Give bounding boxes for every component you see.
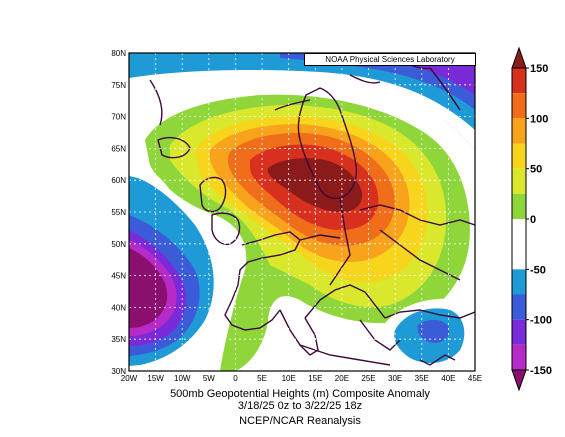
colorbar-segment xyxy=(512,269,526,295)
colorbar-segment xyxy=(512,68,526,94)
lon-label: 25E xyxy=(361,374,375,383)
colorbar-label: -100 xyxy=(530,315,552,327)
colorbar-segment xyxy=(512,219,526,245)
colorbar-segment xyxy=(512,193,526,219)
lat-label: 40N xyxy=(111,303,126,312)
lon-label: 20W xyxy=(121,374,138,383)
colorbar-segment xyxy=(512,118,526,144)
lon-label: 20E xyxy=(335,374,349,383)
contour-east-purple xyxy=(417,319,450,343)
lat-label: 80N xyxy=(111,49,126,58)
colorbar-label: -50 xyxy=(530,264,546,276)
colorbar-label: -150 xyxy=(530,365,552,377)
lat-label: 35N xyxy=(111,335,126,344)
lon-label: 35E xyxy=(415,374,429,383)
colorbar-label: 50 xyxy=(530,164,542,176)
lat-label: 75N xyxy=(111,81,126,90)
colorbar-label: 0 xyxy=(530,214,536,226)
map-frame xyxy=(128,52,476,372)
contour-west-white xyxy=(129,160,170,190)
lat-label: 70N xyxy=(111,113,126,122)
credit-label: NOAA Physical Sciences Laboratory xyxy=(304,53,476,66)
lat-label: 30N xyxy=(111,367,126,376)
colorbar-segment xyxy=(512,344,526,370)
lon-label: 0 xyxy=(233,374,238,383)
colorbar-label: 100 xyxy=(530,113,548,125)
lat-label: 60N xyxy=(111,176,126,185)
lat-label: 45N xyxy=(111,272,126,281)
colorbar-segment xyxy=(512,319,526,345)
caption-line-3: NCEP/NCAR Reanalysis xyxy=(239,415,361,427)
contour-top-white xyxy=(129,70,475,150)
lat-label: 50N xyxy=(111,240,126,249)
colorbar-segment xyxy=(512,168,526,194)
lon-label: 40E xyxy=(441,374,455,383)
caption-line-1: 500mb Geopotential Heights (m) Composite… xyxy=(170,388,430,400)
lon-label: 5E xyxy=(257,374,267,383)
lon-label: 10W xyxy=(174,374,191,383)
colorbar-max-arrow xyxy=(511,46,527,69)
colorbar-segment xyxy=(512,294,526,320)
lon-label: 5W xyxy=(203,374,215,383)
coastlines xyxy=(149,59,475,366)
lon-label: 15W xyxy=(147,374,164,383)
lat-label: 55N xyxy=(111,208,126,217)
lon-label: 10E xyxy=(282,374,296,383)
colorbar-segment xyxy=(512,244,526,270)
longitude-labels: 20W 15W 10W 5W 0 5E 10E 15E 20E 25E 30E 35E 40E 45E xyxy=(121,374,482,383)
lon-label: 15E xyxy=(308,374,322,383)
contour-west-core xyxy=(129,248,168,328)
colorbar-segment xyxy=(512,143,526,169)
lon-label: 45E xyxy=(468,374,482,383)
lon-label: 30E xyxy=(388,374,402,383)
colorbar-min-arrow xyxy=(511,369,527,392)
latitude-labels: 80N 75N 70N 65N 60N 55N 50N 45N 40N 35N 30N xyxy=(111,49,126,376)
graticule xyxy=(129,53,475,371)
lat-label: 65N xyxy=(111,144,126,153)
colorbar-label: 150 xyxy=(530,63,548,75)
colorbar-segment xyxy=(512,93,526,119)
caption-line-2: 3/18/25 0z to 3/22/25 18z xyxy=(237,400,363,412)
colorbar: 150 100 50 0 -50 -100 -150 xyxy=(511,46,552,392)
